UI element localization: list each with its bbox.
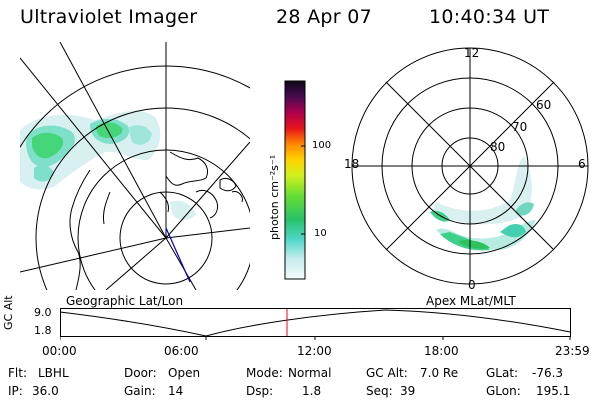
gain-key: Gain:: [124, 384, 156, 398]
glat-key: GLat:: [486, 366, 519, 380]
gcalt-axis-label: GC Alt: [2, 295, 15, 330]
aurora-emission-right: [430, 156, 536, 251]
lat-label-70: 70: [512, 120, 528, 134]
mlt-label-6: 6: [578, 157, 586, 171]
geographic-map: [20, 42, 250, 290]
glat-value: -76.3: [532, 366, 564, 380]
mode-key: Mode:: [246, 366, 283, 380]
mlt-label-0: 0: [468, 278, 476, 292]
gcalt-value: 7.0 Re: [420, 366, 459, 380]
door-value: Open: [168, 366, 201, 380]
mode-value: Normal: [288, 366, 332, 380]
geographic-label: Geographic Lat/Lon: [66, 294, 184, 308]
time-label: 10:40:34 UT: [429, 6, 550, 28]
satellite-track: [165, 227, 191, 283]
colorbar-tick-10: 10: [314, 228, 327, 239]
ip-value: 36.0: [32, 384, 59, 398]
instrument-title: Ultraviolet Imager: [20, 6, 198, 28]
colorbar-unit-label: photon cm⁻²s⁻¹: [268, 154, 281, 240]
gcalt-tick-high: 9.0: [34, 306, 52, 319]
flt-value: LBHL: [38, 366, 69, 380]
dsp-key: Dsp:: [246, 384, 274, 398]
altitude-timeline: [60, 308, 571, 340]
flt-key: Flt:: [8, 366, 27, 380]
apex-label: Apex MLat/MLT: [426, 294, 516, 308]
xtick-1800: 18:00: [424, 344, 459, 358]
lat-label-80: 80: [490, 140, 506, 154]
seq-value: 39: [400, 384, 416, 398]
colorbar-tick-100: 100: [312, 140, 332, 151]
xtick-0600: 06:00: [164, 344, 199, 358]
dsp-value: 1.8: [302, 384, 322, 398]
xtick-0000: 00:00: [42, 344, 77, 358]
color-bar: [284, 80, 306, 280]
xtick-1200: 12:00: [297, 344, 332, 358]
polar-mlt-plot: [351, 47, 589, 285]
glon-key: GLon:: [486, 384, 521, 398]
lat-label-60: 60: [536, 98, 552, 112]
mlt-label-18: 18: [344, 157, 360, 171]
date-label: 28 Apr 07: [276, 6, 373, 28]
seq-key: Seq:: [366, 384, 393, 398]
gain-value: 14: [168, 384, 184, 398]
gcalt-tick-low: 1.8: [34, 324, 52, 337]
glon-value: 195.1: [536, 384, 571, 398]
gcalt-key: GC Alt:: [366, 366, 408, 380]
aurora-emission-left: [20, 110, 196, 220]
ip-key: IP:: [8, 384, 23, 398]
mlt-label-12: 12: [464, 46, 480, 60]
door-key: Door:: [124, 366, 157, 380]
xtick-2359: 23:59: [555, 344, 590, 358]
